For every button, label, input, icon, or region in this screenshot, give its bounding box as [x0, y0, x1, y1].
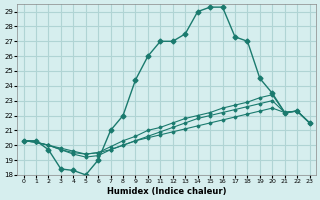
X-axis label: Humidex (Indice chaleur): Humidex (Indice chaleur) [107, 187, 226, 196]
